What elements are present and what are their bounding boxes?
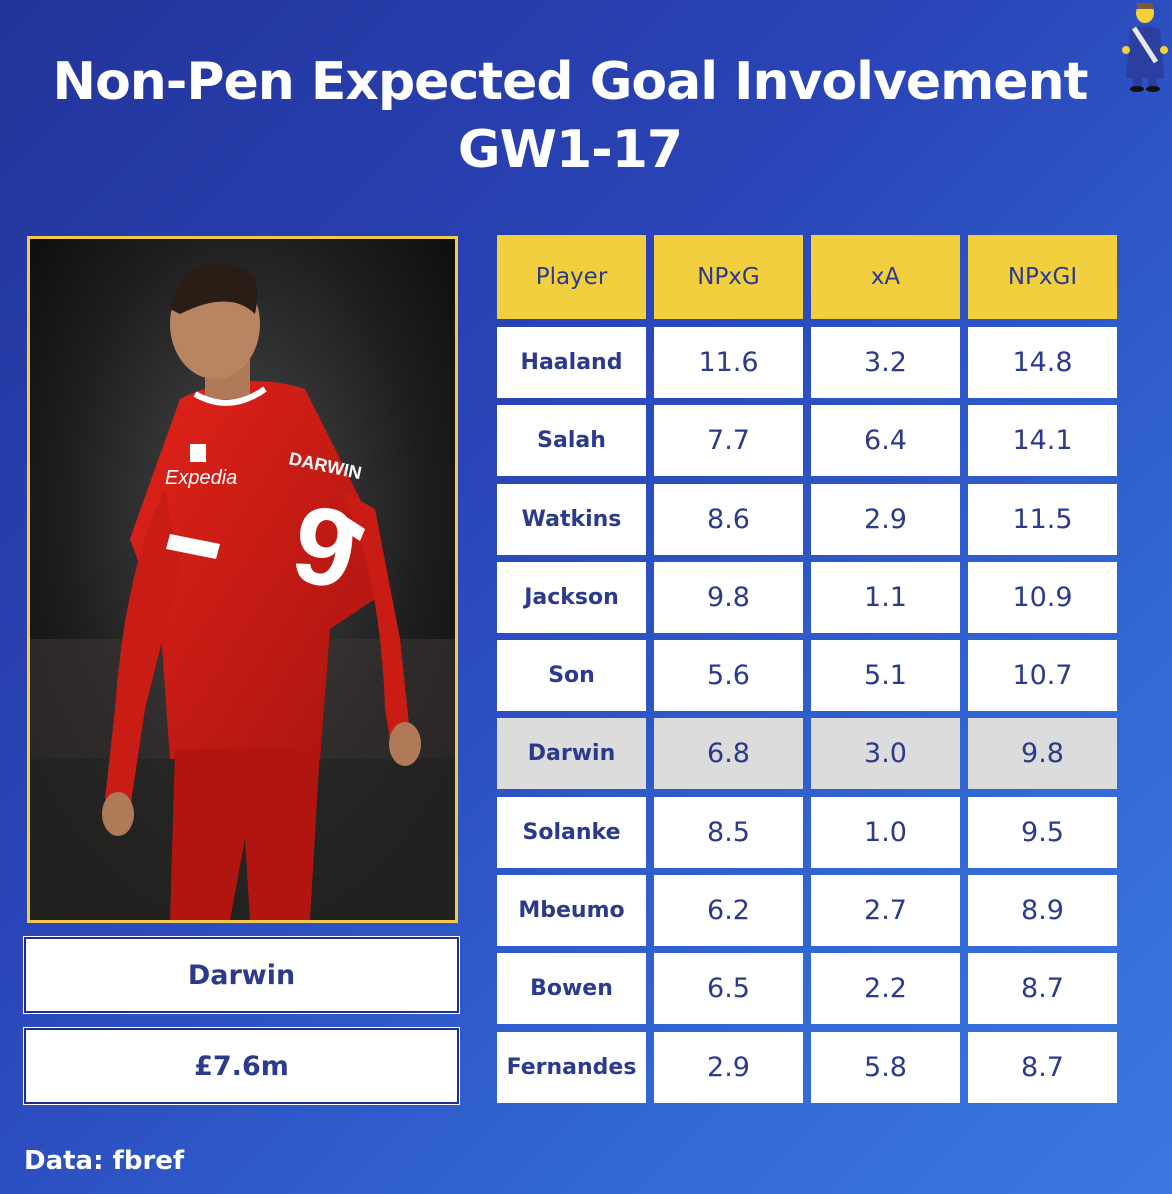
- table-row: Darwin 6.8 3.0 9.8: [497, 718, 1117, 790]
- npxg-cell: 7.7: [654, 405, 803, 477]
- table-row: Bowen 6.5 2.2 8.7: [497, 953, 1117, 1025]
- npxg-cell: 8.6: [654, 483, 803, 555]
- npxg-cell: 5.6: [654, 640, 803, 712]
- player-photo: Expedia DARWIN 9: [27, 236, 458, 923]
- table-row: Mbeumo 6.2 2.7 8.9: [497, 875, 1117, 947]
- player-cell: Mbeumo: [497, 875, 646, 947]
- table-row: Son 5.6 5.1 10.7: [497, 640, 1117, 712]
- xa-cell: 5.8: [811, 1031, 960, 1103]
- player-cell: Bowen: [497, 953, 646, 1025]
- table-row: Watkins 8.6 2.9 11.5: [497, 483, 1117, 555]
- npxgi-cell: 10.9: [968, 561, 1117, 633]
- npxgi-cell: 14.1: [968, 405, 1117, 477]
- xa-cell: 2.9: [811, 483, 960, 555]
- column-header-npxg: NPxG: [654, 235, 803, 319]
- xa-cell: 2.7: [811, 875, 960, 947]
- npxg-cell: 6.5: [654, 953, 803, 1025]
- npxgi-cell: 11.5: [968, 483, 1117, 555]
- table-row: Fernandes 2.9 5.8 8.7: [497, 1031, 1117, 1103]
- table-row: Salah 7.7 6.4 14.1: [497, 405, 1117, 477]
- npxgi-cell: 8.7: [968, 953, 1117, 1025]
- xa-cell: 6.4: [811, 405, 960, 477]
- table-body: Haaland 11.6 3.2 14.8 Salah 7.7 6.4 14.1 Watkins…: [497, 327, 1117, 1103]
- npxgi-cell: 10.7: [968, 640, 1117, 712]
- npxg-cell: 11.6: [654, 327, 803, 398]
- column-header-player: Player: [497, 235, 646, 319]
- npxg-cell: 2.9: [654, 1031, 803, 1103]
- table-header-row: Player NPxG xA NPxGI: [497, 235, 1117, 319]
- player-cell: Darwin: [497, 718, 646, 790]
- npxg-cell: 8.5: [654, 796, 803, 868]
- player-cell: Jackson: [497, 561, 646, 633]
- xa-cell: 5.1: [811, 640, 960, 712]
- xa-cell: 1.0: [811, 796, 960, 868]
- npxgi-cell: 8.9: [968, 875, 1117, 947]
- chart-title-line1: Non-Pen Expected Goal Involvement: [52, 52, 1089, 112]
- xa-cell: 3.0: [811, 718, 960, 790]
- xa-cell: 2.2: [811, 953, 960, 1025]
- player-cell: Solanke: [497, 796, 646, 868]
- column-header-npxgi: NPxGI: [968, 235, 1117, 319]
- npxg-cell: 6.8: [654, 718, 803, 790]
- table-row: Jackson 9.8 1.1 10.9: [497, 561, 1117, 633]
- player-cell: Haaland: [497, 327, 646, 398]
- player-cell: Salah: [497, 405, 646, 477]
- player-cell: Son: [497, 640, 646, 712]
- table-row: Solanke 8.5 1.0 9.5: [497, 796, 1117, 868]
- npxgi-cell: 9.8: [968, 718, 1117, 790]
- npxgi-cell: 8.7: [968, 1031, 1117, 1103]
- shirt-sponsor: Expedia: [165, 467, 237, 489]
- cartoon-mayor-icon: [1122, 3, 1168, 92]
- xa-cell: 3.2: [811, 327, 960, 398]
- npxg-cell: 9.8: [654, 561, 803, 633]
- npxg-cell: 6.2: [654, 875, 803, 947]
- data-source: Data: fbref: [24, 1146, 185, 1176]
- xa-cell: 1.1: [811, 561, 960, 633]
- chart-title-line2: GW1-17: [457, 120, 683, 180]
- column-header-xa: xA: [811, 235, 960, 319]
- stats-table: Player NPxG xA NPxGI Haaland 11.6 3.2 14.8 S…: [497, 235, 1117, 1110]
- featured-player-name: Darwin: [24, 937, 459, 1013]
- featured-player-price: £7.6m: [24, 1028, 459, 1104]
- player-cell: Fernandes: [497, 1031, 646, 1103]
- npxgi-cell: 14.8: [968, 327, 1117, 398]
- player-cell: Watkins: [497, 483, 646, 555]
- table-row: Haaland 11.6 3.2 14.8: [497, 327, 1117, 398]
- npxgi-cell: 9.5: [968, 796, 1117, 868]
- chart-title: Non-Pen Expected Goal Involvement GW1-17: [0, 48, 1140, 184]
